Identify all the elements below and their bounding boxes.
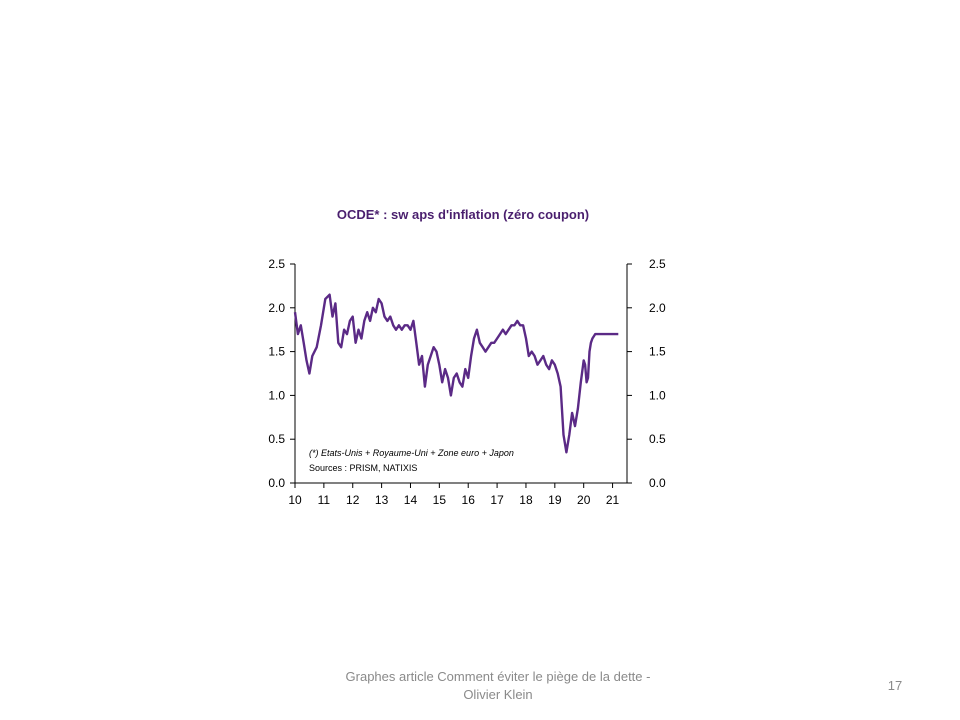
series-group <box>293 293 619 454</box>
x-tick-label: 10 <box>288 493 302 507</box>
y-tick-label-left: 2.0 <box>268 301 285 315</box>
x-tick-label: 12 <box>346 493 360 507</box>
y-tick-label-right: 2.0 <box>649 301 666 315</box>
y-tick-label-left: 2.5 <box>268 257 285 271</box>
y-tick-label-right: 1.5 <box>649 345 666 359</box>
x-tick-label: 17 <box>490 493 504 507</box>
annotation-sources: Sources : PRISM, NATIXIS <box>309 463 417 473</box>
x-tick-label: 20 <box>577 493 591 507</box>
x-tick-label: 14 <box>404 493 418 507</box>
x-tick-label: 18 <box>519 493 533 507</box>
x-tick-label: 13 <box>375 493 389 507</box>
series-line-0 <box>293 293 619 454</box>
y-tick-label-left: 0.5 <box>268 432 285 446</box>
y-tick-label-right: 1.0 <box>649 388 666 402</box>
axes-group: 0.0 0.0 0.5 0.5 1.0 1.0 1.5 1.5 2.0 2.0 2.5 2.5 10 11… <box>268 257 666 507</box>
y-tick-label-right: 0.5 <box>649 432 666 446</box>
footer-text: Graphes article Comment éviter le piège … <box>345 669 651 702</box>
x-tick-label: 19 <box>548 493 562 507</box>
x-tick-label: 16 <box>462 493 476 507</box>
y-tick-label-left: 1.0 <box>268 388 285 402</box>
page-number: 17 <box>887 678 903 693</box>
x-tick-label: 21 <box>606 493 620 507</box>
annotation-countries: (*) Etats-Unis + Royaume-Uni + Zone euro… <box>309 448 514 458</box>
x-tick-label: 15 <box>433 493 447 507</box>
y-tick-label-left: 0.0 <box>268 476 285 490</box>
chart-title: OCDE* : sw aps d'inflation (zéro coupon) <box>336 207 590 222</box>
y-tick-label-right: 2.5 <box>649 257 666 271</box>
x-tick-label: 11 <box>318 493 331 507</box>
y-tick-label-right: 0.0 <box>649 476 666 490</box>
notes-group: (*) Etats-Unis + Royaume-Uni + Zone euro… <box>309 448 514 473</box>
y-tick-label-left: 1.5 <box>268 345 285 359</box>
